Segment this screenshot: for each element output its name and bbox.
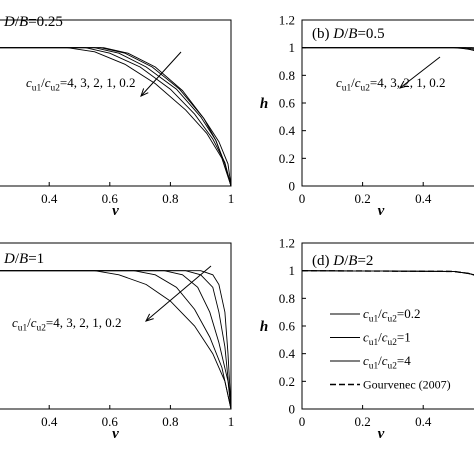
y-tick-label: 1.2 <box>279 236 295 251</box>
plot-frame <box>301 19 474 187</box>
series-line-3 <box>302 47 474 50</box>
annotation-arrow <box>145 265 212 322</box>
y-tick-label: 0 <box>289 402 296 417</box>
panel-4: 00.20.40.60.800.20.40.60.811.2vh(d) D/B=… <box>260 236 474 442</box>
x-tick-label: 0.2 <box>354 414 370 429</box>
series-line-4 <box>0 47 232 187</box>
legend-entry-2: cu1/cu2=1 <box>363 330 411 349</box>
plot-frame <box>0 19 232 187</box>
x-tick-label: 1 <box>228 191 235 206</box>
y-tick-label: 0.6 <box>279 319 296 334</box>
x-tick-label: 0 <box>299 191 306 206</box>
panel-label: (d) D/B=2 <box>312 253 373 269</box>
y-tick-label: 1 <box>289 263 296 278</box>
series-line-4 <box>0 270 232 410</box>
y-tick-label: 1 <box>289 40 296 55</box>
panel-label: D/B=0.25 <box>3 14 63 30</box>
series-line-4 <box>302 47 474 49</box>
y-tick-label: 0.4 <box>279 346 296 361</box>
panel-label: D/B=1 <box>3 251 44 267</box>
plot-frame <box>0 242 232 410</box>
legend: cu1/cu2=0.2 cu1/cu2=1 cu1/cu2=4 Gourvenec (… <box>330 306 451 392</box>
x-axis-label: v <box>378 203 385 219</box>
annotation-text: cu1/cu2=4, 3, 2, 1, 0.2 <box>336 75 445 94</box>
series-line-5 <box>0 47 232 187</box>
y-axis-label: h <box>260 319 268 335</box>
y-tick-label: 0.8 <box>279 68 295 83</box>
legend-entry-1: cu1/cu2=0.2 <box>363 306 420 325</box>
annotation-arrow <box>140 51 182 97</box>
panel-label: (b) D/B=0.5 <box>312 26 385 42</box>
x-tick-label: 1 <box>228 414 235 429</box>
arrow-head <box>140 88 149 97</box>
y-tick-label: 0.8 <box>279 291 295 306</box>
series-line-2 <box>301 270 474 276</box>
annotation-text: cu1/cu2=4, 3, 2, 1, 0.2 <box>12 315 121 334</box>
x-tick-label: 0.6 <box>102 414 119 429</box>
y-tick-label: 0.2 <box>279 374 295 389</box>
annotation-arrow <box>399 56 441 89</box>
x-tick-label: 0.6 <box>102 191 119 206</box>
panel-2: 00.20.40.60.800.20.40.60.811.2vh(b) D/B=… <box>260 13 474 219</box>
legend-entry-3: cu1/cu2=4 <box>363 353 411 372</box>
x-axis-label: v <box>112 203 119 219</box>
series-line-2 <box>302 47 474 51</box>
series-line-4 <box>301 270 474 276</box>
x-tick-label: 0.4 <box>41 414 58 429</box>
series-line-1 <box>301 270 474 276</box>
x-tick-label: 0.8 <box>162 191 178 206</box>
series-line-5 <box>0 270 232 410</box>
x-tick-label: 0.4 <box>415 414 432 429</box>
x-tick-label: 0.2 <box>354 191 370 206</box>
series-line-1 <box>302 47 474 51</box>
arrow-head <box>398 80 408 89</box>
x-tick-label: 0.4 <box>415 191 432 206</box>
x-tick-label: 0 <box>299 414 306 429</box>
series-line-3 <box>0 270 232 410</box>
y-tick-label: 1.2 <box>279 13 295 28</box>
series-line-5 <box>302 47 474 49</box>
series-line-2 <box>0 47 232 187</box>
legend-entry-4: Gourvenec (2007) <box>363 378 451 392</box>
x-tick-label: 0.4 <box>41 191 58 206</box>
y-tick-label: 0.4 <box>279 123 296 138</box>
x-axis-label: v <box>112 426 119 442</box>
series-line-1 <box>0 270 232 410</box>
y-tick-label: 0.6 <box>279 96 296 111</box>
series-line-1 <box>0 47 232 187</box>
x-axis-label: v <box>378 426 385 442</box>
annotation-text: cu1/cu2=4, 3, 2, 1, 0.2 <box>26 75 135 94</box>
series-line-2 <box>0 270 232 410</box>
x-tick-label: 0.8 <box>162 414 178 429</box>
series-line-3 <box>301 270 474 276</box>
y-axis-label: h <box>260 96 268 112</box>
y-tick-label: 0 <box>289 179 296 194</box>
arrow-head <box>145 313 154 322</box>
y-tick-label: 0.2 <box>279 151 295 166</box>
